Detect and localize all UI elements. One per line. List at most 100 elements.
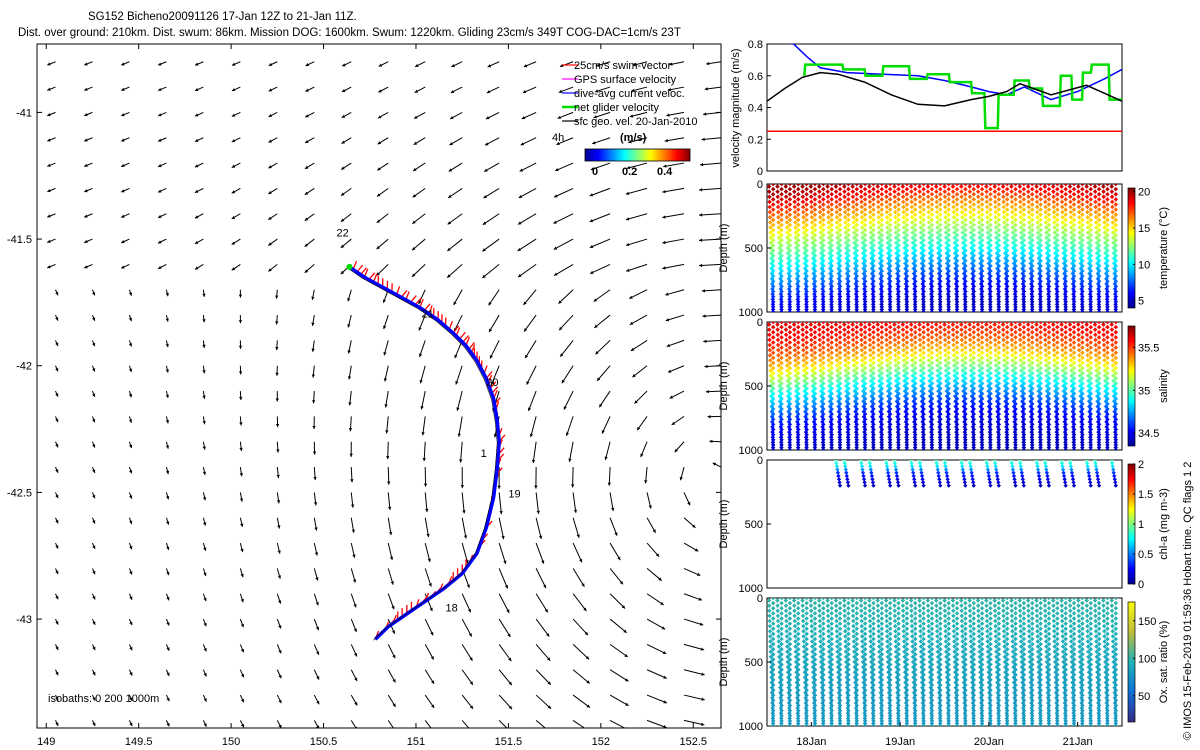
- quiver-arrowhead: [84, 189, 88, 193]
- section-point: [944, 383, 949, 389]
- section-point: [1105, 304, 1110, 310]
- map-legend: 25cm/s swim-vector GPS surface velocity …: [562, 60, 698, 128]
- section-point: [876, 342, 881, 348]
- section-point: [862, 302, 868, 307]
- section-point: [879, 440, 884, 445]
- section-point: [862, 184, 868, 187]
- quiver-arrowhead: [584, 631, 589, 636]
- quiver-arrowhead: [378, 63, 383, 67]
- section-point: [837, 355, 843, 361]
- quiver-arrowhead: [430, 631, 434, 636]
- quiver-arrowhead: [354, 653, 358, 657]
- quiver-arrowhead: [304, 269, 309, 273]
- quiver-arrowhead: [275, 347, 279, 351]
- quiver-arrow: [601, 416, 611, 434]
- section-point: [821, 447, 826, 450]
- section-point: [787, 302, 792, 307]
- quiver-arrow: [461, 644, 473, 661]
- section-point: [1043, 204, 1048, 210]
- section-point: [1096, 197, 1102, 202]
- section-point: [795, 355, 801, 361]
- section-point: [846, 445, 851, 450]
- section-point: [1063, 309, 1068, 312]
- quiver-arrow: [523, 314, 537, 332]
- section-point: [1052, 240, 1058, 246]
- section-point: [938, 350, 943, 355]
- section-point: [943, 368, 949, 373]
- section-point: [1088, 212, 1094, 217]
- section-point: [1084, 184, 1089, 189]
- quiver-arrowhead: [392, 654, 396, 659]
- section-point: [821, 309, 826, 312]
- section-point: [937, 445, 943, 450]
- quiver-arrowhead: [589, 193, 594, 197]
- quiver-arrowhead: [703, 112, 707, 116]
- quiver-arrowhead: [376, 193, 381, 197]
- section-point: [909, 332, 914, 338]
- section-point: [979, 355, 985, 361]
- quiver-arrowhead: [705, 389, 710, 394]
- section-point: [1004, 376, 1010, 381]
- quiver-arrowhead: [341, 166, 345, 170]
- quiver-arrowhead: [662, 215, 666, 219]
- section-point: [1068, 194, 1073, 200]
- section-point: [787, 340, 793, 345]
- quiver-arrowhead: [414, 89, 419, 93]
- section-point: [1105, 222, 1110, 228]
- quiver-arrowhead: [508, 705, 513, 710]
- section-point: [959, 342, 965, 348]
- quiver-arrowhead: [240, 573, 244, 578]
- section-point: [852, 378, 857, 384]
- section-point: [921, 445, 926, 450]
- section-point: [1080, 232, 1085, 238]
- map-x-tick-label: 152: [592, 736, 610, 748]
- quiver-arrowhead: [129, 469, 133, 474]
- section-point: [1054, 302, 1060, 307]
- section-point: [1105, 202, 1110, 207]
- map-y-tick-label: -41: [16, 107, 32, 119]
- section-point: [860, 378, 866, 384]
- quiver-arrowhead: [47, 87, 51, 91]
- section-point: [904, 340, 910, 345]
- quiver-arrowhead: [431, 680, 435, 684]
- quiver-arrowhead: [352, 579, 357, 583]
- quiver-arrowhead: [202, 446, 206, 450]
- quiver-arrowhead: [526, 381, 530, 385]
- section-point: [1004, 350, 1010, 355]
- quiver-arrowhead: [55, 291, 59, 296]
- section-point: [810, 378, 815, 384]
- quiver-arrowhead: [276, 474, 280, 479]
- section-point: [812, 355, 818, 361]
- section-point: [988, 322, 993, 325]
- section-point: [1071, 302, 1077, 307]
- section-point: [901, 363, 907, 368]
- section-point: [860, 363, 865, 368]
- section-colorbar: [1127, 187, 1136, 309]
- section-point: [829, 322, 834, 325]
- quiver-arrowhead: [239, 447, 243, 451]
- quiver-arrowhead: [702, 314, 706, 318]
- section-point: [1096, 202, 1102, 207]
- section-point: [804, 365, 809, 371]
- quiver-arrow: [461, 720, 470, 728]
- quiver-arrowhead: [121, 240, 125, 244]
- section-point: [1019, 378, 1024, 384]
- quiver-arrowhead: [427, 558, 431, 562]
- section-point: [784, 342, 789, 348]
- section-point: [976, 347, 982, 353]
- section-point: [971, 376, 977, 381]
- section-point: [846, 370, 851, 376]
- section-point: [846, 340, 851, 345]
- quiver-arrow: [646, 719, 667, 728]
- section-point: [775, 337, 781, 343]
- section-point: [854, 355, 860, 361]
- section-point: [779, 324, 784, 330]
- section-point: [1004, 442, 1010, 448]
- section-point: [1038, 238, 1043, 243]
- quiver-arrowhead: [376, 219, 381, 223]
- section-point: [996, 322, 1002, 325]
- quiver-arrowhead: [576, 534, 580, 538]
- section-point: [976, 353, 982, 358]
- quiver-arrowhead: [165, 394, 169, 398]
